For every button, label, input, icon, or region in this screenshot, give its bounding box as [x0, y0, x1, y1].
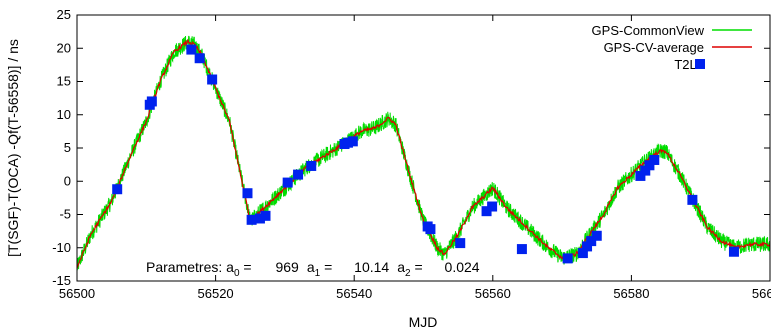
t2l2-point	[640, 165, 651, 176]
t2l2-point	[577, 248, 588, 259]
series-gps-cv-average-line	[76, 38, 771, 269]
x-tick-labels: 56500 56520 56540 56560 56580 56600	[59, 286, 771, 301]
y-tick-label: -5	[59, 207, 71, 222]
parameters-annotation: Parametres: a0 = 969 a1 = 10.14 a2 = 0.024	[146, 259, 480, 279]
y-tick-label: 25	[57, 7, 71, 22]
t2l2-point	[586, 236, 597, 247]
x-tick-label: 56540	[336, 286, 372, 301]
y-tick-label: 15	[57, 74, 71, 89]
t2l2-point	[242, 188, 253, 199]
t2l2-point	[455, 238, 466, 249]
y-tick-label: -10	[52, 240, 71, 255]
t2l2-point	[347, 136, 358, 147]
t2l2-point	[487, 201, 498, 212]
t2l2-point	[207, 74, 218, 85]
t2l2-point	[516, 244, 527, 255]
t2l2-point	[635, 170, 646, 181]
legend-label-gps-cv-average: GPS-CV-average	[604, 40, 704, 55]
y-tick-label: -15	[52, 273, 71, 288]
legend: GPS-CommonView GPS-CV-average T2L2	[592, 23, 752, 72]
t2l2-point	[425, 224, 436, 235]
t2l2-point	[293, 169, 304, 180]
t2l2-point	[112, 184, 123, 195]
x-axis-label: MJD	[409, 314, 438, 330]
t2l2-point	[562, 253, 573, 264]
t2l2-point	[260, 210, 271, 221]
t2l2-point	[649, 154, 660, 165]
y-tick-label: 10	[57, 107, 71, 122]
t2l2-point	[582, 241, 593, 252]
y-tick-label: 0	[64, 173, 71, 188]
t2l2-point	[591, 230, 602, 241]
x-tick-label: 56560	[475, 286, 511, 301]
t2l2-point	[146, 96, 157, 107]
t2l2-point	[481, 206, 492, 217]
t2l2-point	[194, 53, 205, 64]
y-tick-labels: -15 -10 -5 0 5 10 15 20 25	[52, 7, 71, 288]
y-axis-label: [T(SGF)-T(OCA) -Qf(T-56558)] / ns	[5, 39, 21, 257]
t2l2-point	[186, 44, 197, 55]
t2l2-point	[728, 246, 739, 257]
t2l2-point	[254, 213, 265, 224]
t2l2-point	[644, 160, 655, 171]
y-tick-label: 5	[64, 140, 71, 155]
t2l2-point	[282, 177, 293, 188]
y-tick-label: 20	[57, 40, 71, 55]
series-layer	[76, 35, 771, 271]
t2l2-point	[306, 160, 317, 171]
x-tick-label: 56600	[752, 286, 771, 301]
plot-area	[77, 15, 770, 281]
legend-label-gps-commonview: GPS-CommonView	[592, 23, 705, 38]
t2l2-point	[246, 214, 257, 225]
legend-swatch-t2l2	[695, 59, 705, 69]
x-tick-label: 56580	[613, 286, 649, 301]
x-tick-label: 56520	[198, 286, 234, 301]
series-t2l2-points	[112, 44, 739, 264]
t2l2-point	[687, 194, 698, 205]
x-tick-label: 56500	[59, 286, 95, 301]
plot-frame	[76, 14, 771, 282]
